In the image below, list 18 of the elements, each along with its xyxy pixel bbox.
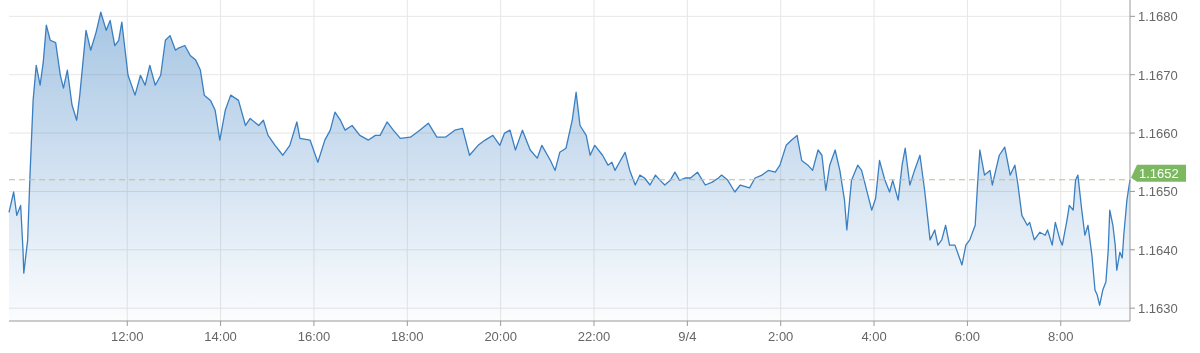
- y-tick-label: 1.1660: [1138, 126, 1178, 142]
- x-tick-label: 9/4: [678, 329, 697, 344]
- y-tick-label: 1.1630: [1138, 301, 1178, 317]
- x-tick-label: 4:00: [861, 329, 887, 344]
- x-tick-label: 6:00: [954, 329, 981, 344]
- y-tick-label: 1.1650: [1138, 184, 1178, 200]
- x-tick-label: 12:00: [110, 329, 144, 344]
- x-tick-label: 2:00: [768, 329, 794, 344]
- y-tick-label: 1.1640: [1138, 242, 1178, 258]
- x-tick-label: 14:00: [204, 329, 237, 344]
- x-tick-label: 20:00: [484, 329, 517, 344]
- ref-line-label: 1.1652: [1139, 165, 1179, 181]
- y-tick-label: 1.1670: [1138, 67, 1178, 83]
- y-tick-label: 1.1680: [1138, 9, 1178, 25]
- x-tick-label: 8:00: [1048, 329, 1074, 344]
- x-tick-label: 18:00: [391, 329, 424, 344]
- x-tick-label: 16:00: [297, 329, 331, 344]
- x-tick-label: 22:00: [577, 329, 611, 344]
